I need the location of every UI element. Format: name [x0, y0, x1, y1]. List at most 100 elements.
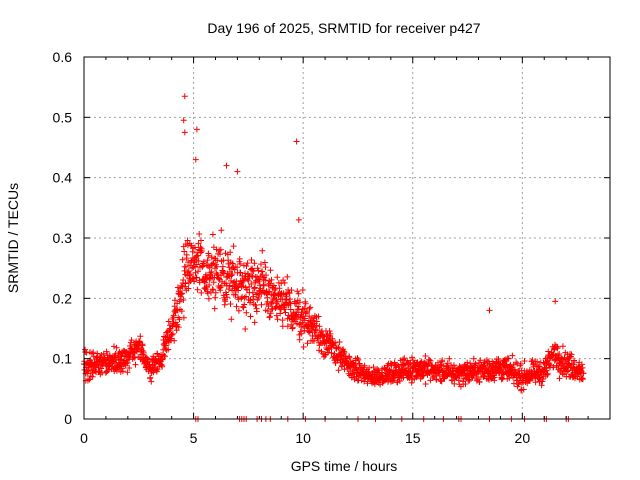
data-point: [267, 310, 274, 317]
data-point: [400, 356, 406, 363]
data-point: [159, 363, 166, 370]
data-point: [580, 370, 587, 377]
data-point: [248, 272, 255, 279]
data-point: [240, 262, 247, 269]
data-point: [495, 356, 502, 363]
data-point: [282, 309, 289, 316]
data-point: [147, 374, 154, 381]
data-point: [444, 360, 451, 367]
data-point: [148, 378, 155, 385]
data-point: [209, 231, 216, 238]
data-point-outlier: [486, 307, 493, 314]
data-point: [235, 296, 242, 303]
data-point: [202, 279, 208, 286]
data-point: [193, 261, 200, 268]
data-point: [212, 289, 219, 296]
data-point: [140, 349, 147, 356]
y-tick-label: 0.2: [53, 290, 73, 306]
x-tick-label: 10: [295, 430, 311, 446]
x-tick-label: 0: [80, 430, 88, 446]
data-point: [225, 286, 232, 293]
y-tick-label: 0.5: [53, 109, 73, 125]
data-point: [267, 267, 274, 274]
data-point: [532, 379, 539, 386]
data-point: [229, 271, 236, 278]
data-point: [296, 336, 303, 343]
data-point: [276, 285, 283, 292]
data-point: [98, 365, 105, 372]
data-point-outlier: [181, 129, 188, 136]
data-point: [295, 290, 302, 297]
data-point: [328, 350, 335, 356]
data-point-outlier: [295, 216, 302, 223]
data-point: [187, 271, 194, 278]
data-point: [470, 355, 477, 362]
data-point: [241, 301, 248, 308]
data-point: [180, 277, 187, 283]
data-point: [267, 280, 274, 287]
data-point: [124, 360, 131, 366]
data-point: [248, 257, 255, 263]
data-point: [520, 386, 527, 393]
data-point: [249, 289, 256, 296]
data-point: [355, 356, 362, 363]
data-point-outlier: [192, 156, 199, 163]
data-point: [103, 348, 110, 355]
data-point: [268, 301, 274, 307]
data-point: [509, 352, 516, 359]
data-point: [433, 376, 440, 383]
data-point: [274, 274, 281, 281]
data-point: [279, 317, 286, 324]
data-point: [168, 331, 175, 338]
data-point: [366, 364, 373, 371]
data-point-outlier: [234, 168, 241, 175]
data-point: [335, 367, 342, 374]
data-point: [202, 284, 209, 291]
axis-ticks: 0 0.1 0.2 0.3 0.4 0.5 0.6 0 5 10 15 20: [53, 49, 610, 446]
data-point: [180, 297, 187, 303]
data-point: [194, 286, 201, 293]
data-point: [198, 237, 204, 244]
data-point: [222, 298, 229, 305]
data-point: [314, 327, 320, 334]
data-point: [255, 294, 262, 301]
data-point: [272, 292, 279, 299]
data-point: [568, 351, 575, 358]
data-point: [313, 322, 320, 329]
data-point: [93, 354, 100, 361]
data-point: [554, 343, 561, 350]
data-point: [361, 378, 368, 385]
data-point: [213, 263, 220, 270]
data-point: [200, 258, 207, 265]
data-point: [506, 375, 513, 382]
data-point: [408, 372, 415, 379]
data-point: [124, 369, 131, 376]
data-point: [327, 330, 334, 337]
data-point: [304, 340, 311, 347]
data-point: [210, 279, 217, 286]
data-point: [266, 313, 273, 320]
data-point: [212, 294, 219, 301]
data-point: [169, 330, 176, 337]
data-point: [316, 323, 323, 330]
data-point: [307, 318, 314, 325]
data-point: [195, 258, 202, 264]
data-point: [227, 301, 234, 307]
data-point: [287, 306, 294, 313]
data-point: [534, 358, 541, 365]
data-point: [273, 312, 280, 319]
data-point: [466, 378, 472, 384]
data-point: [171, 337, 178, 344]
data-point: [578, 361, 585, 368]
data-point: [295, 303, 302, 310]
data-point: [183, 251, 190, 258]
data-point: [192, 244, 198, 251]
y-tick-label: 0: [64, 411, 72, 427]
data-point: [521, 358, 528, 364]
data-point: [251, 319, 258, 326]
data-point: [259, 247, 266, 254]
data-point-outlier: [293, 138, 300, 145]
data-point: [395, 363, 402, 370]
data-point-outlier: [180, 117, 187, 124]
